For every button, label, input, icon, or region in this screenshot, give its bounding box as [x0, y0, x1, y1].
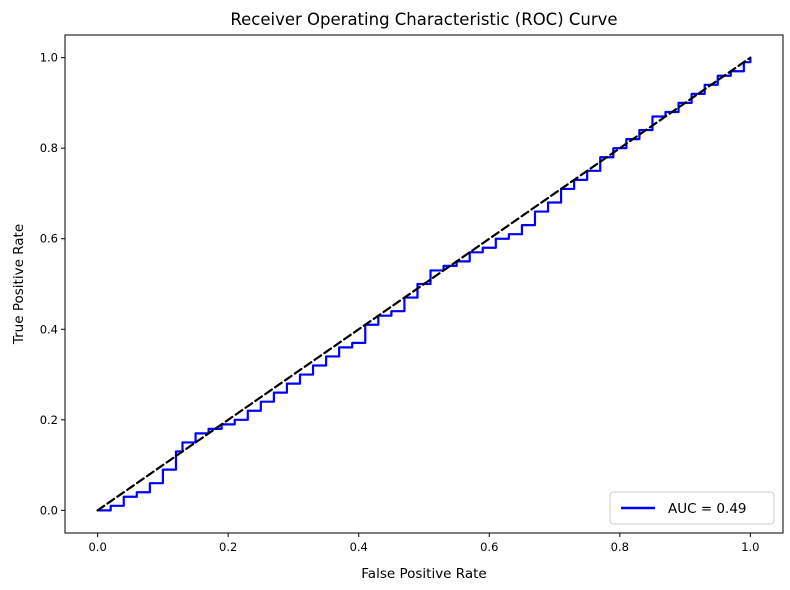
x-tick-label: 1.0 [741, 540, 759, 554]
y-tick-label: 0.8 [40, 141, 58, 155]
y-tick-label: 1.0 [40, 51, 58, 65]
diagonal-reference-line [96, 56, 752, 512]
x-tick-label: 0.2 [219, 540, 237, 554]
x-tick-label: 0.8 [611, 540, 629, 554]
legend-label-roc: AUC = 0.49 [668, 501, 747, 517]
legend-box [609, 491, 775, 525]
plot-frame [64, 34, 784, 534]
x-axis-label: False Positive Rate [361, 566, 486, 582]
x-tick-label: 0.0 [88, 540, 106, 554]
y-tick-label: 0.2 [40, 413, 58, 427]
legend: AUC = 0.49 [609, 491, 775, 525]
x-tick-label: 0.6 [480, 540, 498, 554]
y-tick-label: 0.0 [40, 503, 58, 517]
y-tick-label: 0.4 [40, 322, 58, 336]
x-tick-label: 0.4 [350, 540, 368, 554]
series-layer [96, 56, 752, 512]
chart-title: Receiver Operating Characteristic (ROC) … [230, 10, 617, 29]
y-tick-label: 0.6 [40, 232, 58, 246]
x-axis: 0.0 0.2 0.4 0.6 0.8 1.0 [88, 533, 760, 554]
y-axis-label: True Positive Rate [11, 224, 27, 345]
y-axis: 0.0 0.2 0.4 0.6 0.8 1.0 [40, 51, 65, 517]
